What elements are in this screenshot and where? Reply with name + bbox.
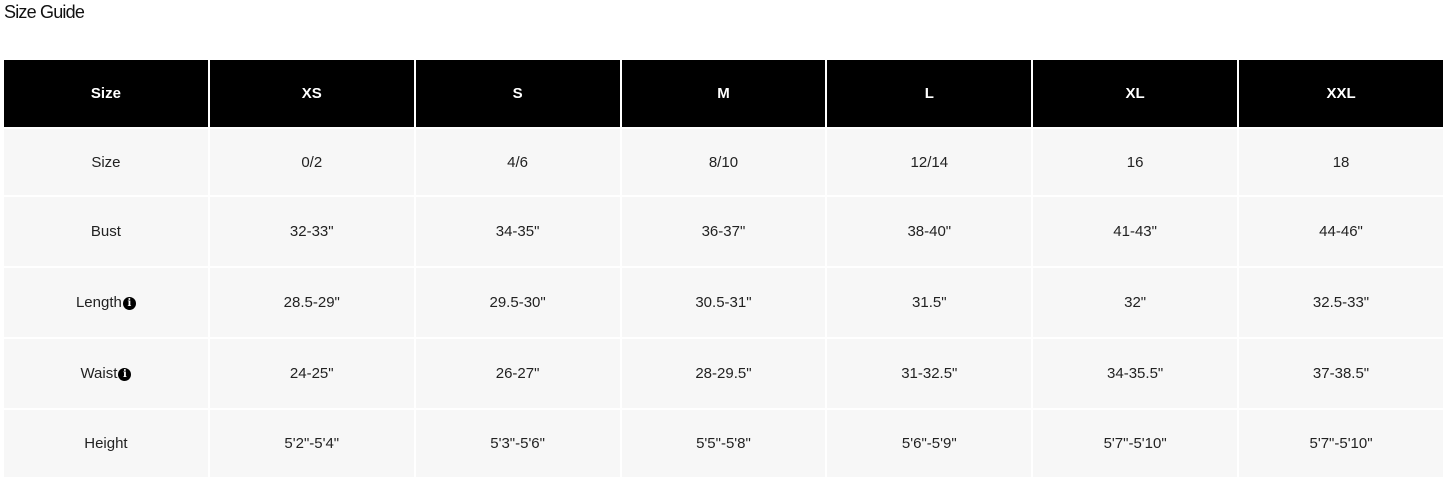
row-label: Length <box>75 294 122 311</box>
table-row: Size 0/2 4/6 8/10 12/14 16 18 <box>4 129 1443 195</box>
size-guide-table: Size XS S M L XL XXL Size 0/2 4/6 8/10 12/14 16 18 Bu… <box>2 58 1445 479</box>
table-cell: 36-37" <box>621 197 826 266</box>
table-cell: 34-35" <box>415 197 620 266</box>
table-cell: 24-25" <box>209 339 414 408</box>
row-label: Bust <box>90 223 121 240</box>
table-cell: 38-40" <box>827 197 1032 266</box>
table-header-row: Size XS S M L XL XXL <box>4 60 1443 127</box>
table-cell: 31-32.5" <box>827 339 1032 408</box>
table-cell: 29.5-30" <box>415 268 620 337</box>
info-icon[interactable]: i <box>118 368 132 381</box>
column-header: M <box>621 60 826 127</box>
column-header: XXL <box>1239 60 1443 127</box>
row-label: Size <box>91 153 121 171</box>
table-cell: 26-27" <box>415 339 620 408</box>
table-row: Waist i 24-25" 26-27" 28-29.5" 31-32.5" 34-35.… <box>4 339 1443 408</box>
table-row: Height 5'2"-5'4" 5'3"-5'6" 5'5"-5'8" 5'6"-5'… <box>4 410 1443 477</box>
row-label: Height <box>84 435 128 452</box>
table-cell: 44-46" <box>1239 197 1443 266</box>
table-cell: 0/2 <box>209 129 414 195</box>
row-label: Waist <box>80 365 118 382</box>
table-cell: 31.5" <box>827 268 1032 337</box>
table-cell: 5'7"-5'10" <box>1239 410 1443 477</box>
column-header: L <box>827 60 1032 127</box>
table-cell: 32.5-33" <box>1239 268 1443 337</box>
table-cell: 34-35.5" <box>1033 339 1238 408</box>
table-row: Length i 28.5-29" 29.5-30" 30.5-31" 31.5" 32" 3… <box>4 268 1443 337</box>
table-cell: 32-33" <box>209 197 414 266</box>
table-cell: 5'3"-5'6" <box>415 410 620 477</box>
table-cell: 16 <box>1033 129 1238 195</box>
table-cell: 37-38.5" <box>1239 339 1443 408</box>
table-cell: 28-29.5" <box>621 339 826 408</box>
table-cell: 8/10 <box>621 129 826 195</box>
column-header: Size <box>4 60 208 127</box>
page-title: Size Guide <box>4 2 85 22</box>
column-header: XL <box>1033 60 1238 127</box>
table-cell: 5'5"-5'8" <box>621 410 826 477</box>
row-label-cell: Size <box>4 129 208 195</box>
row-label-cell: Height <box>4 410 208 477</box>
table-cell: 5'7"-5'10" <box>1033 410 1238 477</box>
table-cell: 18 <box>1239 129 1443 195</box>
column-header: S <box>415 60 620 127</box>
column-header: XS <box>209 60 414 127</box>
row-label-cell: Bust <box>4 197 208 266</box>
table-cell: 32" <box>1033 268 1238 337</box>
table-cell: 12/14 <box>827 129 1032 195</box>
table-cell: 5'2"-5'4" <box>209 410 414 477</box>
info-icon[interactable]: i <box>122 297 136 310</box>
table-cell: 28.5-29" <box>209 268 414 337</box>
table-cell: 41-43" <box>1033 197 1238 266</box>
row-label-cell: Length i <box>4 268 208 337</box>
row-label-cell: Waist i <box>4 339 208 408</box>
table-cell: 5'6"-5'9" <box>827 410 1032 477</box>
table-row: Bust 32-33" 34-35" 36-37" 38-40" 41-43" 44-46" <box>4 197 1443 266</box>
table-cell: 4/6 <box>415 129 620 195</box>
table-cell: 30.5-31" <box>621 268 826 337</box>
